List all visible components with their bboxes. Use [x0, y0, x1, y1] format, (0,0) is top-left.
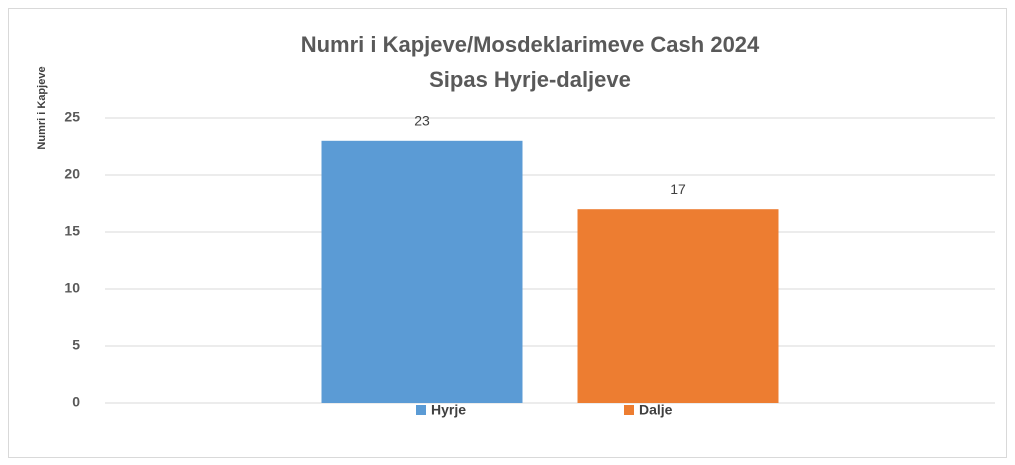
data-label: 17: [670, 181, 686, 197]
y-tick-label: 10: [64, 280, 80, 296]
y-tick-label: 0: [72, 394, 80, 410]
legend-label: Hyrje: [431, 402, 466, 418]
chart-subtitle: Sipas Hyrje-daljeve: [429, 67, 631, 92]
y-tick-label: 20: [64, 166, 80, 182]
y-axis-label: Numri i Kapjeve: [36, 66, 48, 149]
y-tick-label: 25: [64, 109, 80, 125]
bar: [577, 209, 779, 403]
legend-swatch: [624, 405, 634, 415]
y-tick-label: 5: [72, 337, 80, 353]
y-tick-label: 15: [64, 223, 80, 239]
legend-label: Dalje: [639, 402, 673, 418]
legend-swatch: [416, 405, 426, 415]
data-label: 23: [414, 113, 430, 129]
bar: [321, 140, 523, 404]
chart-title: Numri i Kapjeve/Mosdeklarimeve Cash 2024: [301, 32, 760, 57]
